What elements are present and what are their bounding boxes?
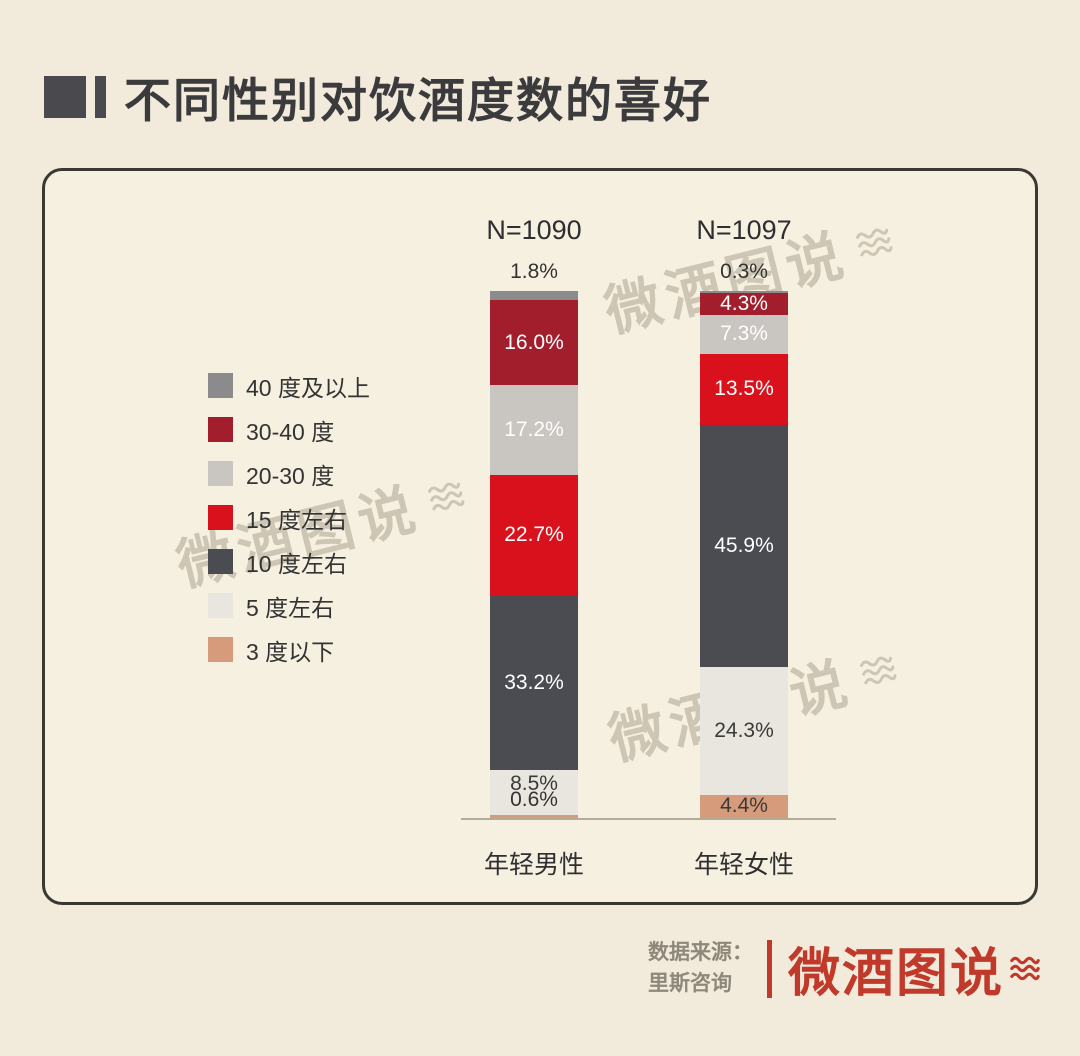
page-title: 不同性别对饮酒度数的喜好 bbox=[124, 74, 712, 127]
bar-segment: 17.2% bbox=[490, 384, 578, 476]
bar-value-label: 4.4% bbox=[720, 794, 768, 818]
bar-segment: 16.0% bbox=[490, 300, 578, 385]
wave-lines-icon bbox=[855, 228, 893, 256]
bar-segment: 45.9% bbox=[700, 424, 788, 667]
wave-lines-icon bbox=[427, 482, 465, 510]
legend-item: 30-40 度 bbox=[208, 417, 370, 445]
bar-segment: 33.2% bbox=[490, 595, 578, 771]
legend-swatch bbox=[208, 417, 233, 442]
bar-segment: 24.3% bbox=[700, 666, 788, 795]
bar-value-label: 17.2% bbox=[504, 418, 564, 442]
x-axis-line bbox=[461, 818, 836, 820]
legend-item: 15 度左右 bbox=[208, 505, 370, 533]
bar-value-label: 0.6% bbox=[510, 788, 558, 811]
stacked-bar-female: 0.3% 4.3% 7.3% 13.5% 45.9% 24.3% 4.4% bbox=[700, 260, 788, 818]
n-label-female: N=1097 bbox=[696, 215, 792, 245]
page-title-row: 不同性别对饮酒度数的喜好 bbox=[44, 62, 712, 131]
chart-legend: 40 度及以上 30-40 度 20-30 度 15 度左右 10 度左右 5 度左右 3 … bbox=[208, 373, 370, 665]
category-label-female: 年轻女性 bbox=[693, 851, 795, 879]
legend-label: 5 度左右 bbox=[246, 594, 335, 621]
legend-item: 10 度左右 bbox=[208, 549, 370, 577]
bar-value-label: 8.5% bbox=[510, 772, 558, 796]
legend-swatch bbox=[208, 593, 233, 618]
bar-segment: 13.5% bbox=[700, 353, 788, 425]
legend-swatch bbox=[208, 549, 233, 574]
brand-logo: 微酒图说 bbox=[788, 931, 1040, 1006]
title-bar-marker bbox=[95, 75, 106, 118]
data-source-name: 里斯咨询 bbox=[647, 971, 732, 995]
bar-segment: 8.5% bbox=[490, 770, 578, 815]
data-source: 数据来源： 里斯咨询 bbox=[648, 938, 753, 999]
footer: 数据来源： 里斯咨询 微酒图说 bbox=[648, 931, 1040, 1006]
bar-value-label: 22.7% bbox=[504, 523, 564, 547]
legend-label: 15 度左右 bbox=[246, 506, 347, 533]
bar-segment: 22.7% bbox=[490, 475, 578, 596]
footer-divider bbox=[766, 939, 772, 998]
bar-value-label: 24.3% bbox=[714, 718, 774, 742]
bar-segment: 4.3% bbox=[700, 291, 788, 316]
legend-item: 20-30 度 bbox=[208, 461, 370, 489]
bar-value-label: 13.5% bbox=[714, 377, 774, 401]
stacked-bar-male: 1.8% 16.0% 17.2% 22.7% 33.2% 8.5% 0.6% bbox=[490, 260, 578, 818]
n-label-male: N=1090 bbox=[486, 215, 582, 245]
brand-wave-icon bbox=[1010, 956, 1040, 981]
legend-swatch bbox=[208, 461, 233, 486]
legend-item: 5 度左右 bbox=[208, 593, 370, 621]
bar-segment: 7.3% bbox=[700, 315, 788, 354]
bar-value-label: 45.9% bbox=[714, 533, 774, 557]
data-source-label: 数据来源： bbox=[647, 941, 753, 965]
bar-segment bbox=[700, 291, 788, 293]
bar-value-label: 0.3% bbox=[720, 260, 768, 283]
bar-segment bbox=[490, 814, 578, 818]
legend-label: 30-40 度 bbox=[246, 418, 335, 445]
legend-label: 20-30 度 bbox=[246, 462, 335, 489]
legend-item: 40 度及以上 bbox=[208, 373, 370, 401]
bar-value-label: 1.8% bbox=[510, 260, 558, 283]
title-square-marker bbox=[44, 75, 86, 118]
legend-swatch bbox=[208, 373, 233, 398]
legend-label: 40 度及以上 bbox=[246, 374, 370, 401]
legend-swatch bbox=[208, 637, 233, 662]
bar-value-label: 16.0% bbox=[504, 330, 564, 354]
legend-item: 3 度以下 bbox=[208, 637, 370, 665]
wave-lines-icon bbox=[859, 656, 897, 684]
legend-label: 10 度左右 bbox=[246, 550, 347, 577]
bar-segment bbox=[490, 291, 578, 301]
bar-value-label: 33.2% bbox=[504, 670, 564, 694]
legend-label: 3 度以下 bbox=[246, 638, 335, 665]
legend-swatch bbox=[208, 505, 233, 530]
category-label-male: 年轻男性 bbox=[483, 851, 585, 879]
brand-logo-text: 微酒图说 bbox=[787, 945, 1004, 1003]
bar-segment: 4.4% bbox=[700, 794, 788, 818]
bar-value-label: 4.3% bbox=[720, 291, 768, 315]
bar-value-label: 7.3% bbox=[720, 322, 768, 346]
